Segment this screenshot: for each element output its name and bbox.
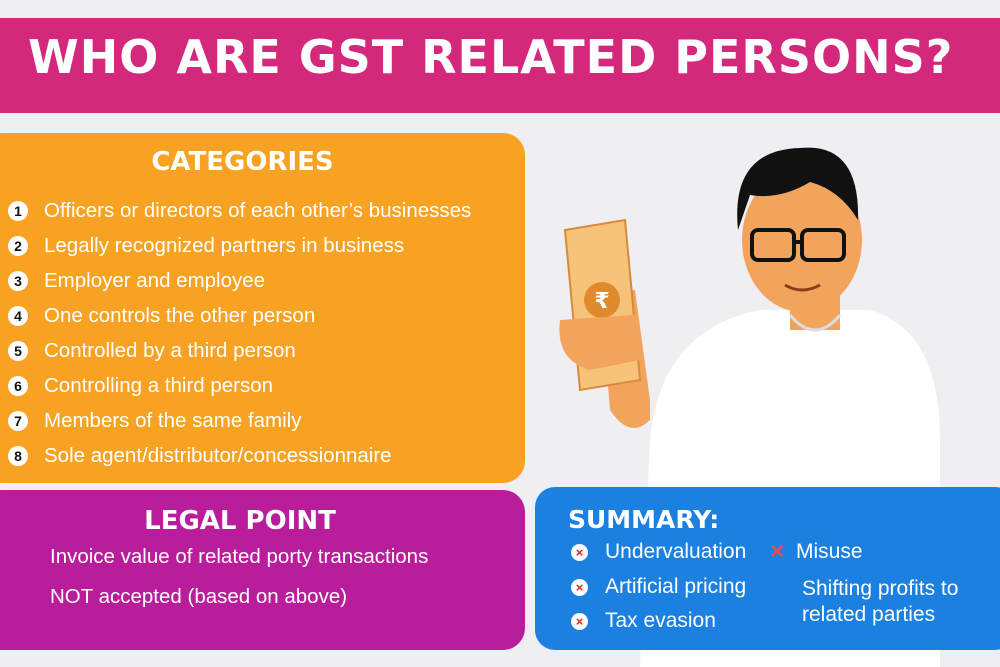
categories-list: 1 Officers or directors of each other’s b… <box>8 193 471 473</box>
category-text: Employer and employee <box>44 268 266 292</box>
category-text: Legally recognized partners in business <box>44 233 405 257</box>
glasses-icon <box>750 228 796 262</box>
categories-panel <box>0 133 525 483</box>
summary-text: Tax evasion <box>605 609 716 632</box>
x-mark-icon: × <box>770 538 785 565</box>
category-text: Officers or directors of each other’s bu… <box>44 198 472 222</box>
list-item: 3 Employer and employee <box>8 263 471 298</box>
number-badge: 2 <box>8 235 28 256</box>
list-item: 4 One controls the other person <box>8 298 471 333</box>
summary-text: Shifting profits to <box>802 577 959 600</box>
x-circle-icon: × <box>571 612 588 630</box>
number-badge: 6 <box>8 375 28 396</box>
summary-text: Misuse <box>796 540 863 563</box>
hand <box>559 315 640 370</box>
summary-text: Artificial pricing <box>605 575 747 598</box>
number-badge: 3 <box>8 270 28 291</box>
category-text: Sole agent/distributor/concessionnaire <box>44 443 392 467</box>
category-text: Controlled by a third person <box>44 338 296 362</box>
x-circle-icon: × <box>571 543 588 561</box>
legal-point-heading: LEGAL POINT <box>144 506 336 536</box>
hair <box>737 147 859 230</box>
number-badge: 7 <box>8 410 28 431</box>
category-text: Controlling a third person <box>44 373 274 397</box>
x-circle-icon: × <box>571 578 588 596</box>
number-badge: 8 <box>8 445 28 466</box>
legal-point-panel <box>0 490 525 650</box>
legal-point-line-1: Invoice value of related porty transacti… <box>50 545 429 568</box>
list-item: 5 Controlled by a third person <box>8 333 471 368</box>
category-text: One controls the other person <box>44 303 316 327</box>
summary-item: × Undervaluation <box>571 540 746 564</box>
number-badge: 4 <box>8 305 28 326</box>
summary-panel <box>535 487 1000 650</box>
list-item: 1 Officers or directors of each other’s b… <box>8 193 471 228</box>
list-item: 2 Legally recognized partners in business <box>8 228 471 263</box>
summary-item: Shifting profits to related parties <box>802 576 958 628</box>
list-item: 6 Controlling a third person <box>8 368 471 403</box>
list-item: 8 Sole agent/distributor/concessionnaire <box>8 438 471 473</box>
categories-heading: CATEGORIES <box>151 147 334 177</box>
summary-heading: SUMMARY: <box>568 505 720 534</box>
rupee-coin-icon <box>584 282 620 318</box>
number-badge: 1 <box>8 200 28 221</box>
list-item: 7 Members of the same family <box>8 403 471 438</box>
summary-text: Undervaluation <box>605 540 747 563</box>
legal-point-line-2: NOT accepted (based on above) <box>50 585 348 608</box>
number-badge: 5 <box>8 340 28 361</box>
page-title: WHO ARE GST RELATED PERSONS? <box>28 30 954 84</box>
summary-item: × Artificial pricing <box>571 575 746 599</box>
category-text: Members of the same family <box>44 408 302 432</box>
summary-item: × Misuse <box>770 538 863 566</box>
summary-text: related parties <box>802 603 936 626</box>
title-banner <box>0 18 1000 113</box>
rupee-symbol: ₹ <box>594 289 609 314</box>
summary-item: × Tax evasion <box>571 609 716 633</box>
